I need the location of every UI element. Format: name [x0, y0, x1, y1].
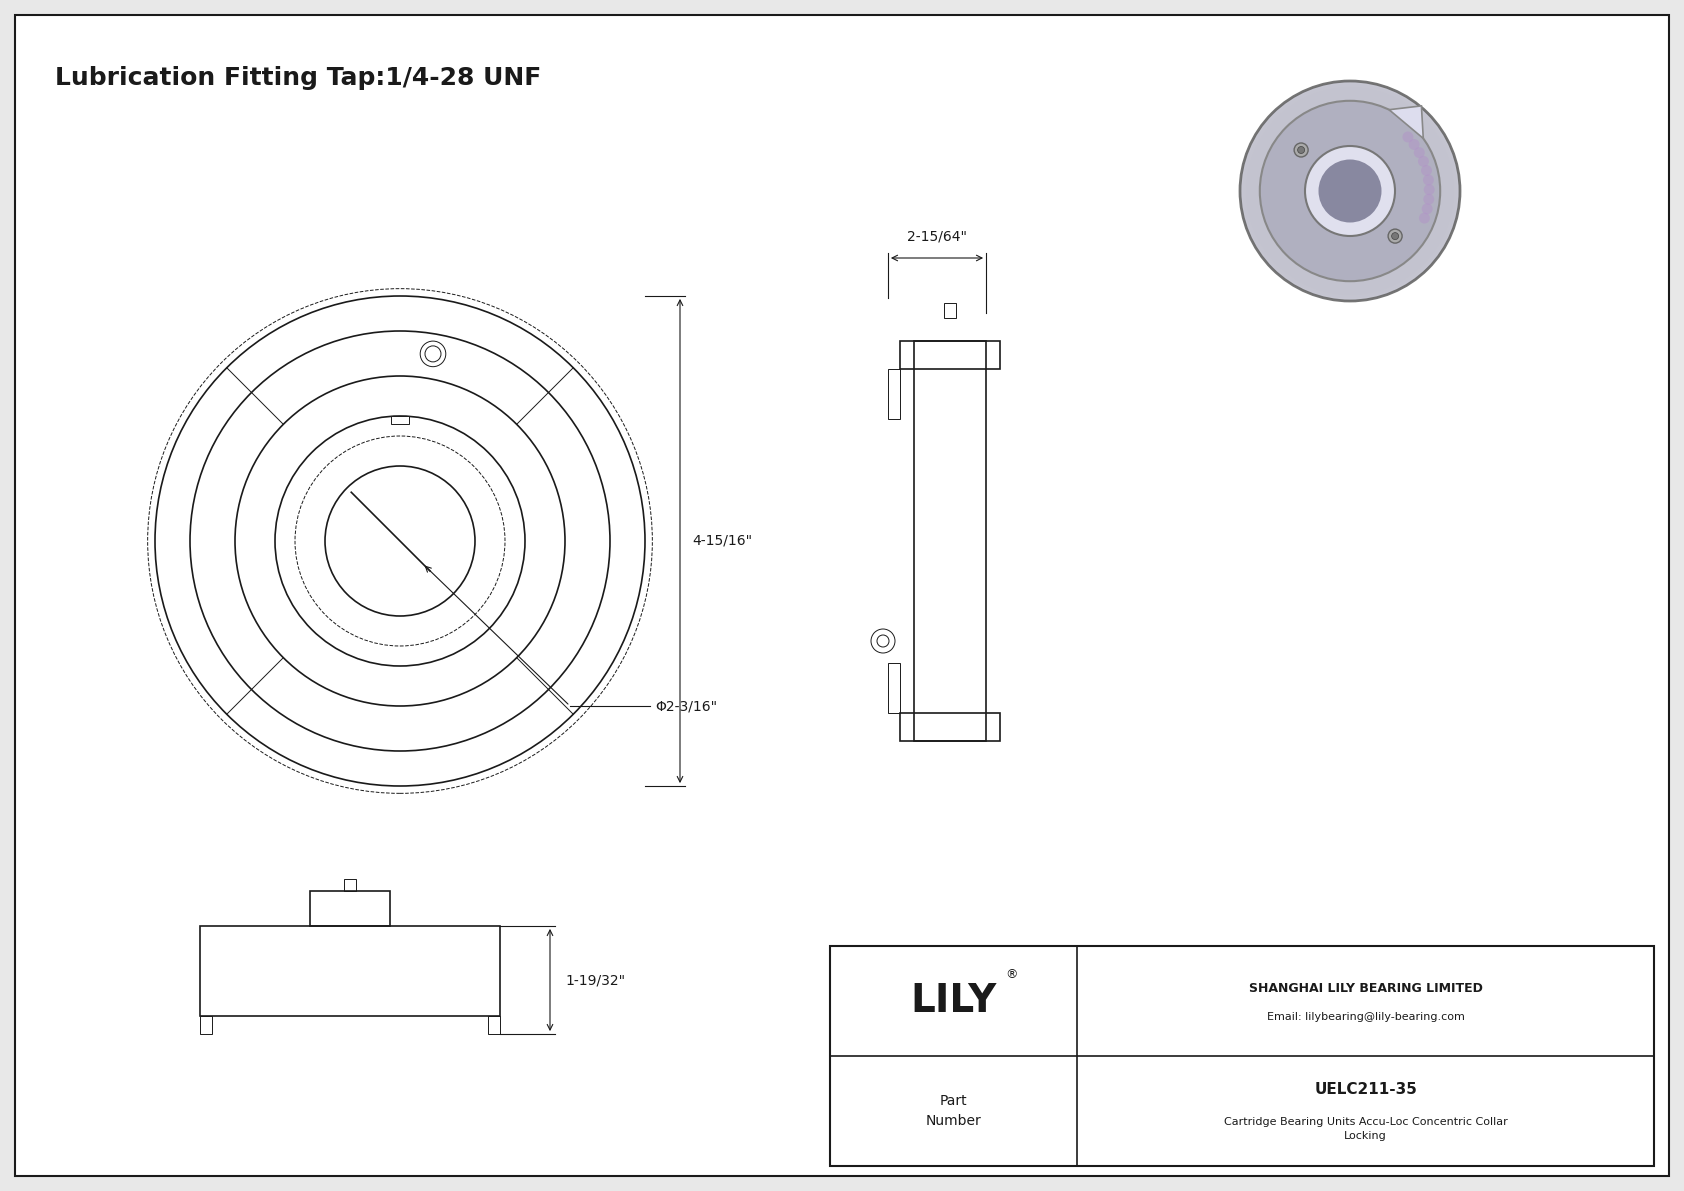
- Circle shape: [1408, 139, 1420, 150]
- Circle shape: [1241, 82, 1460, 300]
- Bar: [488, 1016, 500, 1034]
- Text: UELC211-35: UELC211-35: [1314, 1081, 1416, 1097]
- Circle shape: [1420, 212, 1430, 224]
- Bar: [945, 303, 957, 318]
- Circle shape: [1418, 156, 1430, 167]
- Circle shape: [1391, 232, 1399, 239]
- Text: Email: lilybearing@lily-bearing.com: Email: lilybearing@lily-bearing.com: [1266, 1012, 1465, 1022]
- Text: 4-15/16": 4-15/16": [692, 534, 753, 548]
- Text: SHANGHAI LILY BEARING LIMITED: SHANGHAI LILY BEARING LIMITED: [1248, 981, 1482, 994]
- Text: ®: ®: [1005, 968, 1019, 981]
- Circle shape: [1293, 143, 1308, 157]
- Circle shape: [1243, 83, 1458, 299]
- Bar: [200, 1016, 212, 1034]
- Circle shape: [1243, 85, 1457, 298]
- Circle shape: [1244, 86, 1455, 297]
- Circle shape: [1246, 87, 1453, 295]
- Bar: [830, 946, 1654, 1166]
- Circle shape: [1244, 86, 1455, 295]
- Bar: [310, 891, 391, 925]
- Bar: [344, 879, 355, 891]
- Circle shape: [1241, 82, 1458, 299]
- Circle shape: [1421, 166, 1431, 176]
- Bar: [899, 713, 1000, 741]
- Circle shape: [1244, 85, 1457, 297]
- Text: Cartridge Bearing Units Accu-Loc Concentric Collar
Locking: Cartridge Bearing Units Accu-Loc Concent…: [1224, 1117, 1507, 1141]
- Text: 1-19/32": 1-19/32": [566, 973, 625, 987]
- Circle shape: [1423, 185, 1435, 195]
- Circle shape: [1246, 87, 1455, 295]
- Bar: [899, 341, 1000, 369]
- Circle shape: [1298, 146, 1305, 154]
- Circle shape: [1243, 85, 1457, 298]
- Circle shape: [1246, 87, 1455, 295]
- Bar: [914, 341, 987, 741]
- Text: Lubrication Fitting Tap:1/4-28 UNF: Lubrication Fitting Tap:1/4-28 UNF: [56, 66, 541, 91]
- Polygon shape: [1389, 106, 1423, 138]
- Text: 2-15/64": 2-15/64": [908, 229, 967, 243]
- Circle shape: [1305, 146, 1394, 236]
- Bar: [887, 369, 899, 419]
- Text: LILY: LILY: [911, 983, 997, 1019]
- Circle shape: [1423, 174, 1435, 186]
- Bar: [200, 925, 500, 1016]
- Circle shape: [1421, 204, 1433, 214]
- Text: Φ2-3/16": Φ2-3/16": [655, 699, 717, 713]
- Circle shape: [1423, 194, 1435, 205]
- Circle shape: [1241, 83, 1458, 299]
- Circle shape: [1319, 160, 1381, 223]
- Circle shape: [1403, 131, 1413, 143]
- Bar: [887, 663, 899, 713]
- Circle shape: [1260, 101, 1440, 281]
- Circle shape: [1243, 83, 1458, 299]
- Text: Part
Number: Part Number: [926, 1095, 982, 1128]
- Circle shape: [1241, 81, 1460, 300]
- Circle shape: [1243, 85, 1457, 298]
- Circle shape: [1244, 86, 1455, 297]
- Circle shape: [1241, 82, 1458, 300]
- Circle shape: [1388, 229, 1403, 243]
- Circle shape: [1243, 83, 1457, 298]
- Circle shape: [1239, 81, 1460, 301]
- Circle shape: [1415, 148, 1425, 158]
- Circle shape: [1244, 86, 1455, 297]
- Bar: [391, 416, 409, 424]
- Circle shape: [1241, 82, 1458, 300]
